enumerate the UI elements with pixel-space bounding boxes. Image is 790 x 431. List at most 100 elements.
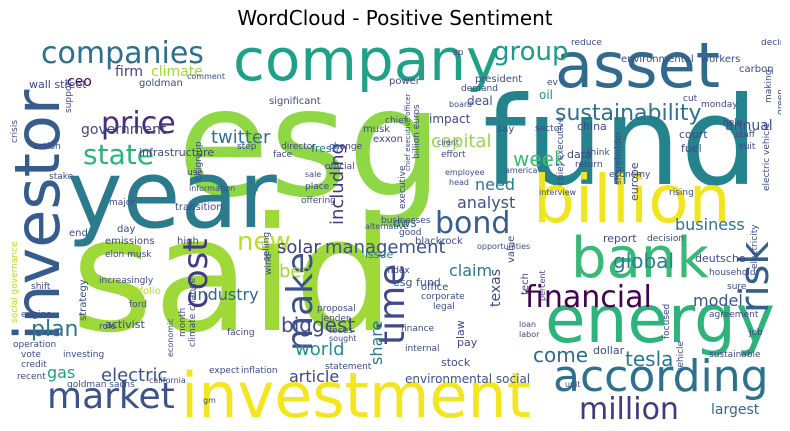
word-infrastructure: infrastructure	[139, 146, 215, 159]
word-monday: monday	[701, 100, 738, 110]
word-economic: economic	[166, 318, 175, 357]
word-twitter: twitter	[211, 127, 271, 148]
word-major: major	[109, 198, 135, 208]
word-goldman-sachs: goldman sachs	[67, 380, 135, 390]
word-new: new	[237, 227, 291, 257]
word-share: share	[367, 320, 386, 365]
word-unit: unit	[565, 380, 581, 389]
word-pay: pay	[457, 336, 478, 349]
word-labor: labor	[519, 330, 540, 339]
word-goldman: goldman	[139, 78, 183, 89]
word-billion: billion	[533, 161, 731, 238]
word-tech: tech	[520, 273, 531, 295]
word-use: use	[187, 168, 203, 178]
word-capital: capital	[431, 131, 492, 152]
word-management: management	[325, 237, 446, 258]
word-climate-change: climate change	[188, 277, 198, 347]
word-fresh: fresh	[311, 142, 339, 155]
word-oil: oil	[539, 88, 554, 102]
word-analyst: analyst	[457, 193, 516, 212]
word-dws: dws	[393, 216, 417, 230]
word-come: come	[533, 343, 589, 367]
word-asset: asset	[555, 39, 721, 102]
word-sustainable: sustainable	[709, 350, 761, 360]
word-green: green	[776, 89, 781, 115]
word-staff: staff	[735, 130, 755, 140]
word-household: household	[709, 268, 756, 278]
word-sector: sector	[535, 124, 563, 134]
word-carbon: carbon	[739, 64, 774, 75]
word-emissions: emissions	[105, 236, 155, 247]
word-solar: solar	[277, 237, 321, 258]
word-offering: offering	[301, 196, 336, 206]
word-wall-street: wall street	[29, 78, 87, 91]
word-facing: facing	[227, 328, 255, 338]
word-statement: statement	[325, 362, 372, 372]
word-end: end	[69, 228, 88, 239]
word-elon-musk: elon musk	[105, 250, 152, 260]
word-gas: gas	[47, 363, 76, 382]
word-power: power	[389, 76, 420, 87]
word-finance: finance	[401, 324, 435, 334]
word-say: say	[497, 124, 515, 135]
word-investment: investment	[181, 359, 532, 426]
word-largest: largest	[711, 402, 760, 418]
word-biggest: biggest	[281, 313, 356, 337]
word-million: million	[579, 392, 679, 425]
word-annual: annual	[725, 118, 773, 134]
word-support: support	[64, 78, 74, 113]
word-sale: sale	[305, 170, 322, 179]
word-court: court	[679, 128, 708, 141]
word-opportunities: opportunities	[477, 242, 531, 251]
word-billion-euros: billion euros	[412, 104, 422, 159]
word-dollar: dollar	[593, 344, 625, 357]
word-face: face	[273, 150, 293, 160]
word-economy: economy	[609, 170, 651, 180]
word-high: high	[177, 236, 199, 247]
word-legal: legal	[433, 302, 455, 312]
word-think: think	[587, 148, 610, 158]
word-deal: deal	[467, 94, 493, 108]
word-agreement: agreement	[709, 310, 759, 320]
word-workers: workers	[701, 54, 741, 65]
word-effort: effort	[441, 150, 466, 160]
word-strategy: strategy	[78, 279, 89, 321]
word-blackrock: blackrock	[415, 236, 463, 247]
word-data: data	[567, 148, 592, 161]
word-stake: stake	[49, 172, 74, 182]
word-businesses: businesses	[381, 216, 431, 226]
word-suit: suit	[739, 142, 756, 152]
word-industry: industry	[193, 285, 259, 304]
word-board: board	[449, 100, 473, 109]
word-article: article	[289, 367, 340, 386]
word-inflation: inflation	[241, 366, 278, 376]
word-return: return	[575, 160, 603, 170]
word-vote: vote	[21, 350, 41, 360]
word-making: making	[764, 69, 774, 103]
word-investing: investing	[63, 350, 105, 360]
word-rising: rising	[669, 188, 694, 198]
word-focused: focused	[662, 303, 672, 339]
word-expect: expect	[209, 366, 240, 376]
word-impact: impact	[429, 112, 471, 126]
word-including: including	[327, 143, 348, 225]
word-focus: focus	[329, 326, 354, 336]
word-wind: wind	[264, 253, 274, 275]
word-california: california	[149, 376, 186, 385]
word-law: law	[454, 320, 467, 339]
word-chief-executive-officer: chief executive officer	[404, 93, 412, 171]
word-cloud: said esg fund year company asset investo…	[9, 39, 781, 425]
word-good: good	[399, 228, 422, 238]
word-loan: loan	[519, 320, 537, 329]
word-lender: lender	[321, 314, 350, 324]
word-portfolio: portfolio	[119, 286, 161, 297]
word-bond: bond	[435, 206, 511, 241]
word-musk: musk	[363, 124, 391, 135]
word-model: model	[693, 291, 743, 310]
word-business: business	[675, 215, 745, 234]
word-electric-vehicle: electric vehicle	[762, 122, 772, 191]
word-crisis: crisis	[10, 119, 20, 143]
word-office: office	[421, 282, 449, 293]
word-companies: companies	[41, 39, 204, 71]
word-reduce: reduce	[571, 39, 602, 48]
